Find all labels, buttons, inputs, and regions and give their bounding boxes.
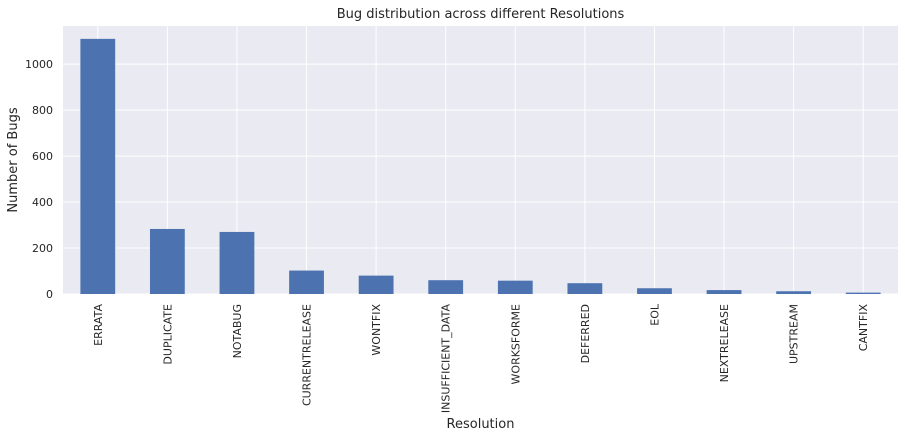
y-tick-label: 400 xyxy=(32,196,53,209)
bar-notabug xyxy=(219,231,255,294)
x-tick-label: WORKSFORME xyxy=(509,304,522,384)
x-axis-ticks: ERRATA DUPLICATE NOTABUG CURRENTRELEASE WONT… xyxy=(92,303,870,413)
bar-deferred xyxy=(567,283,603,294)
bar-insufficient-data xyxy=(428,280,464,294)
y-tick-label: 800 xyxy=(32,104,53,117)
y-tick-label: 600 xyxy=(32,150,53,163)
x-tick-label: EOL xyxy=(648,303,661,326)
bar-errata xyxy=(80,38,116,294)
chart-title: Bug distribution across different Resolu… xyxy=(337,7,625,22)
bar-cantfix xyxy=(845,292,881,294)
x-tick-label: INSUFFICIENT_DATA xyxy=(440,304,453,414)
bar-wontfix xyxy=(358,275,394,294)
y-axis-label: Number of Bugs xyxy=(6,107,21,212)
plot-background xyxy=(63,26,898,294)
y-tick-label: 200 xyxy=(32,242,53,255)
y-tick-label: 1000 xyxy=(25,58,53,71)
y-axis-ticks: 0 200 400 600 800 1000 xyxy=(25,58,53,301)
x-tick-label: NEXTRELEASE xyxy=(718,304,731,382)
bar-nextrelease xyxy=(706,290,742,294)
x-tick-label: CURRENTRELEASE xyxy=(301,304,314,406)
x-axis-label: Resolution xyxy=(447,417,515,432)
bar-currentrelease xyxy=(289,270,324,294)
x-tick-label: ERRATA xyxy=(92,304,105,346)
x-tick-label: WONTFIX xyxy=(370,304,383,356)
x-tick-label: DUPLICATE xyxy=(161,304,174,365)
y-tick-label: 0 xyxy=(46,288,53,301)
grid-lines xyxy=(63,26,898,295)
bar-worksforme xyxy=(497,280,533,294)
x-tick-label: DEFERRED xyxy=(579,304,592,363)
bar-duplicate xyxy=(149,228,185,294)
x-tick-label: NOTABUG xyxy=(231,304,244,358)
x-tick-label: CANTFIX xyxy=(857,304,870,352)
x-tick-label: UPSTREAM xyxy=(788,304,801,364)
bar-eol xyxy=(637,288,672,294)
bar-upstream xyxy=(776,291,812,294)
bars xyxy=(80,38,881,294)
